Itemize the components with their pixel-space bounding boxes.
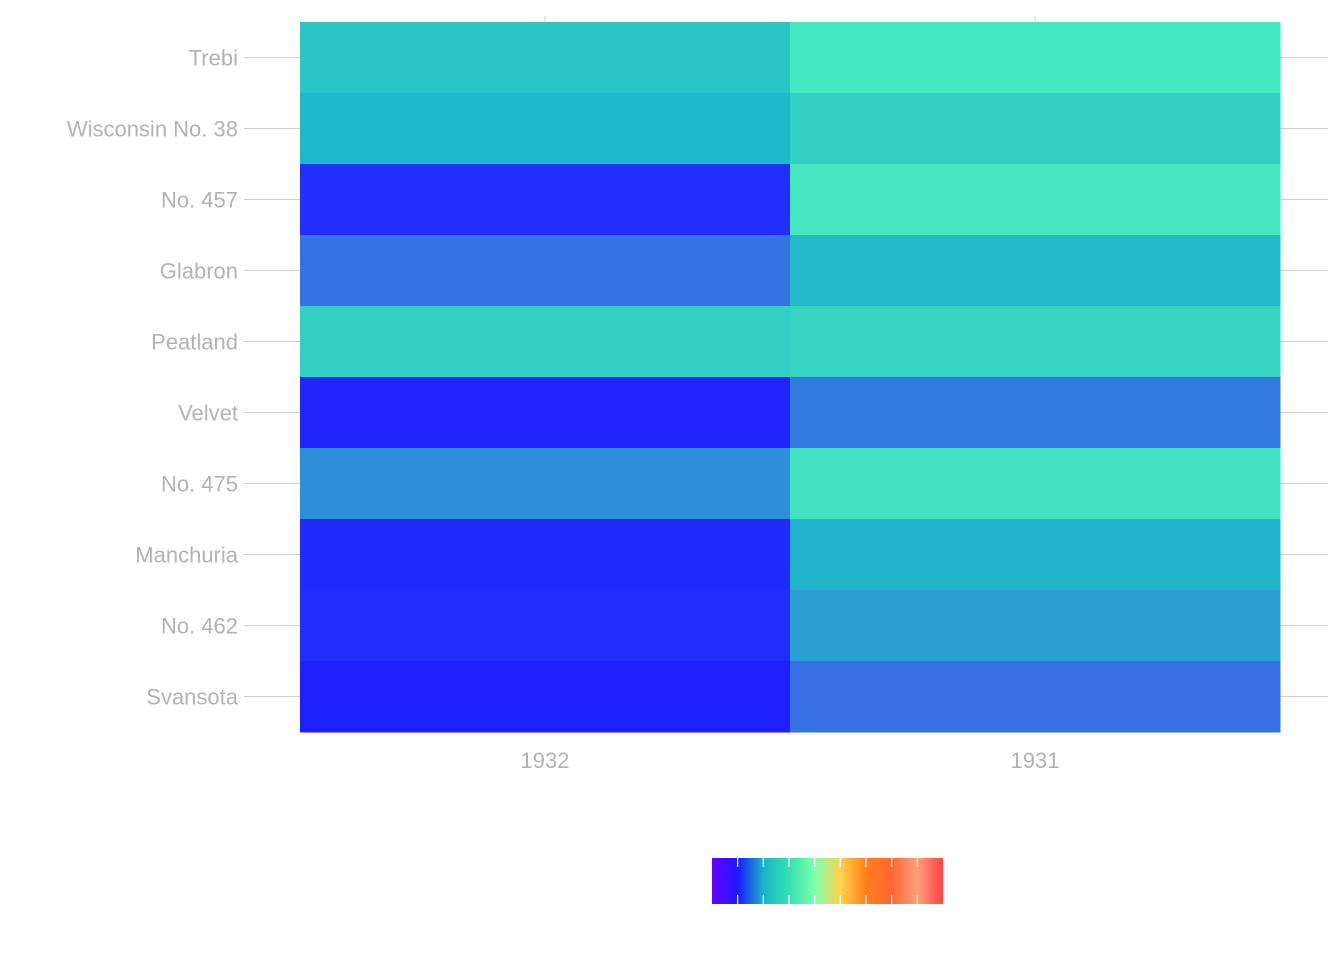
y-tick-label: No. 475 (161, 472, 238, 497)
y-tick-label: Velvet (178, 401, 238, 426)
heatmap-cell (300, 22, 791, 94)
heatmap-cell (790, 590, 1281, 662)
y-tick-label: Glabron (160, 259, 238, 284)
heatmap-cell (790, 448, 1281, 520)
heatmap-cell (300, 377, 791, 449)
heatmap-cell (300, 235, 791, 307)
heatmap-cell (300, 93, 791, 165)
heatmap-cell (790, 235, 1281, 307)
heatmap-cell (300, 590, 791, 662)
y-tick-label: Svansota (146, 685, 238, 710)
y-tick-label: Manchuria (135, 543, 238, 568)
y-axis: Trebi Wisconsin No. 38 No. 457 Glabron Peatl… (67, 46, 239, 710)
heatmap-cell (300, 519, 791, 591)
y-tick-label: No. 462 (161, 614, 238, 639)
heatmap-cell (790, 377, 1281, 449)
heatmap-cell (790, 164, 1281, 236)
x-axis: 1932 1931 (521, 748, 1060, 773)
heatmap-cell (790, 93, 1281, 165)
heatmap-cell (300, 661, 791, 733)
colorbar-legend (712, 858, 943, 904)
heatmap-cell (790, 661, 1281, 733)
y-tick-label: Trebi (189, 46, 238, 71)
y-tick-label: Wisconsin No. 38 (67, 117, 238, 142)
y-tick-label: Peatland (151, 330, 238, 355)
heatmap-cell (790, 306, 1281, 378)
heatmap-cell (300, 448, 791, 520)
colorbar-bar (712, 858, 943, 904)
heatmap-cell (790, 519, 1281, 591)
heatmap-cell (300, 306, 791, 378)
x-tick-label: 1931 (1011, 748, 1060, 773)
heatmap-cells (300, 22, 1281, 733)
x-tick-label: 1932 (521, 748, 570, 773)
y-tick-label: No. 457 (161, 188, 238, 213)
heatmap-cell (300, 164, 791, 236)
heatmap-cell (790, 22, 1281, 94)
